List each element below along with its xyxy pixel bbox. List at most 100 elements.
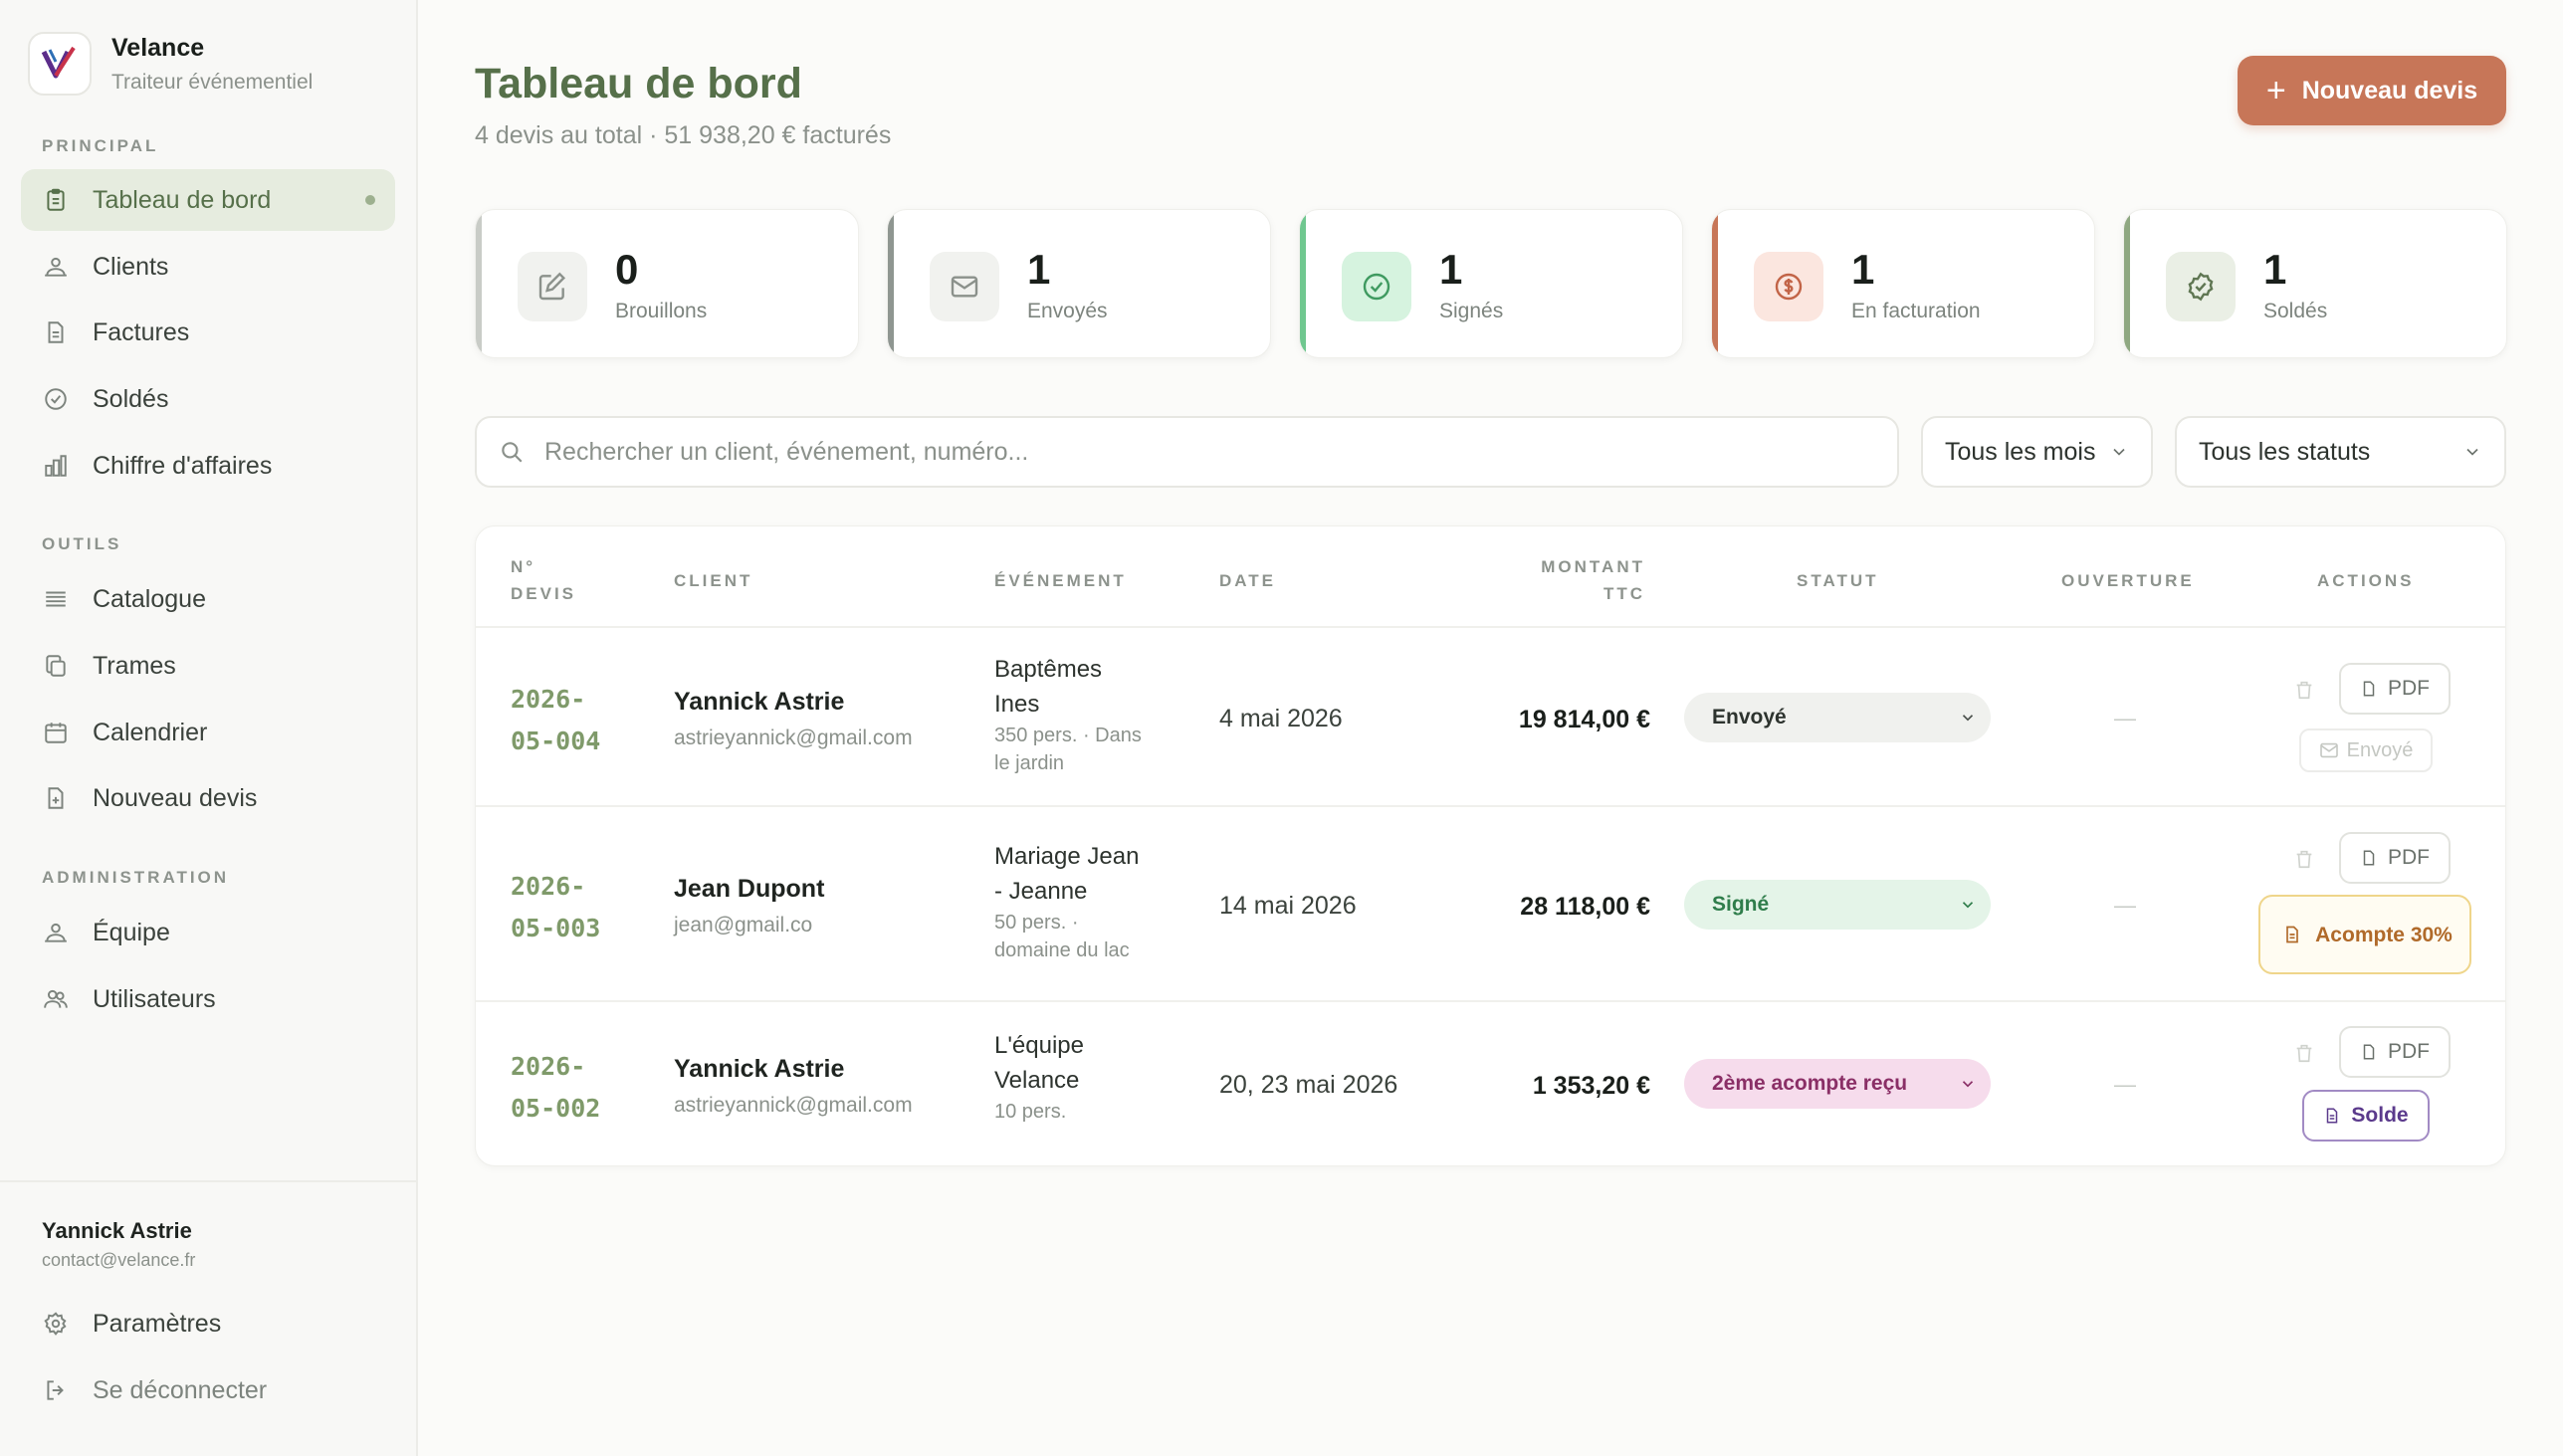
- quote-number[interactable]: 2026-05-003: [511, 872, 601, 942]
- sidebar-item-calendar[interactable]: Calendrier: [21, 702, 395, 763]
- stat-value: 1: [1439, 246, 1463, 293]
- copy-icon: [46, 655, 66, 677]
- sent-label: Envoyé: [2346, 738, 2414, 761]
- client-email: astrieyannick@gmail.com: [674, 1094, 913, 1117]
- sidebar-item-catalog[interactable]: Catalogue: [21, 568, 395, 630]
- sidebar-item-logout[interactable]: Se déconnecter: [21, 1359, 395, 1421]
- status-select[interactable]: Tous les statuts: [2175, 416, 2506, 488]
- search-icon: [502, 442, 523, 463]
- stat-value: 1: [1027, 246, 1051, 293]
- month-select[interactable]: Tous les mois: [1921, 416, 2153, 488]
- brand[interactable]: Velance Traiteur événementiel: [28, 32, 313, 96]
- search-input[interactable]: [544, 437, 1838, 467]
- stat-label: Envoyés: [1027, 300, 1108, 322]
- amount: 1 353,20 €: [1532, 1072, 1650, 1100]
- file-icon: [2363, 1044, 2375, 1060]
- stat-value: 1: [1851, 246, 1875, 293]
- quote-number[interactable]: 2026-05-004: [511, 685, 601, 755]
- stat-card-sent[interactable]: 1 Envoyés: [887, 209, 1271, 358]
- check-badge-icon: [2166, 252, 2236, 321]
- trash-icon[interactable]: [2293, 847, 2315, 871]
- dollar-icon: [1754, 252, 1823, 321]
- sidebar-item-settled[interactable]: Soldés: [21, 368, 395, 430]
- status-select[interactable]: Signé: [1684, 880, 1991, 930]
- new-quote-button[interactable]: + Nouveau devis: [2238, 56, 2506, 125]
- status-select[interactable]: 2ème acompte reçu: [1684, 1059, 1991, 1109]
- client-name: Yannick Astrie: [674, 1055, 845, 1083]
- sidebar-item-templates[interactable]: Trames: [21, 635, 395, 697]
- event-details: 50 pers. · domaine du lac: [994, 912, 1130, 961]
- check-circle-icon: [45, 388, 67, 410]
- sidebar-item-team[interactable]: Équipe: [21, 902, 395, 963]
- status-label: 2ème acompte reçu: [1712, 1072, 1908, 1095]
- opening-value: —: [2114, 706, 2136, 730]
- file-icon: [2363, 850, 2375, 866]
- header-opening: OUVERTURE: [2061, 571, 2195, 590]
- pdf-label: PDF: [2388, 846, 2430, 869]
- section-administration: ADMINISTRATION: [42, 868, 230, 887]
- sidebar-item-invoices[interactable]: Factures: [21, 302, 395, 363]
- quote-number[interactable]: 2026-05-002: [511, 1052, 601, 1123]
- user-email: contact@velance.fr: [42, 1250, 196, 1270]
- header-event: ÉVÉNEMENT: [994, 571, 1127, 590]
- sidebar-item-label: Factures: [93, 317, 190, 346]
- pdf-label: PDF: [2388, 677, 2430, 700]
- stat-accent: [1300, 210, 1306, 357]
- opening-value: —: [2114, 1072, 2136, 1097]
- balance-button[interactable]: Solde: [2302, 1090, 2430, 1142]
- event-details: 10 pers.: [994, 1101, 1067, 1123]
- stat-value: 1: [2263, 246, 2287, 293]
- stat-card-billing[interactable]: 1 En facturation: [1711, 209, 2095, 358]
- pdf-button[interactable]: PDF: [2339, 663, 2451, 715]
- brand-tagline: Traiteur événementiel: [111, 70, 314, 94]
- sidebar-item-label: Utilisateurs: [93, 984, 216, 1013]
- pdf-label: PDF: [2388, 1040, 2430, 1063]
- row-divider: [476, 1000, 2505, 1002]
- stat-accent: [1712, 210, 1718, 357]
- sidebar-item-users[interactable]: Utilisateurs: [21, 968, 395, 1030]
- sidebar-item-label: Calendrier: [93, 718, 208, 746]
- stat-card-drafts[interactable]: 0 Brouillons: [475, 209, 859, 358]
- header-status: STATUT: [1797, 571, 1879, 590]
- sidebar-item-new-quote[interactable]: Nouveau devis: [21, 767, 395, 829]
- sidebar-item-dashboard[interactable]: Tableau de bord: [21, 169, 395, 231]
- row-divider: [476, 805, 2505, 807]
- active-dot: [365, 195, 375, 205]
- brand-logo: [28, 32, 92, 96]
- sidebar-item-label: Trames: [93, 651, 176, 680]
- edit-icon: [518, 252, 587, 321]
- sidebar-item-clients[interactable]: Clients: [21, 236, 395, 298]
- search-box[interactable]: [475, 416, 1899, 488]
- balance-label: Solde: [2351, 1104, 2409, 1127]
- trash-icon[interactable]: [2293, 678, 2315, 702]
- stat-card-signed[interactable]: 1 Signés: [1299, 209, 1683, 358]
- logout-icon: [47, 1380, 64, 1400]
- sent-button[interactable]: Envoyé: [2299, 728, 2433, 772]
- sidebar-item-revenue[interactable]: Chiffre d'affaires: [21, 435, 395, 497]
- stat-accent: [476, 210, 482, 357]
- header-client: CLIENT: [674, 571, 753, 590]
- sidebar-item-label: Nouveau devis: [93, 783, 258, 812]
- users-icon: [45, 257, 67, 277]
- file-text-icon: [2286, 926, 2298, 943]
- page-title: Tableau de bord: [475, 60, 802, 107]
- pdf-button[interactable]: PDF: [2339, 1026, 2451, 1078]
- status-select[interactable]: Envoyé: [1684, 693, 1991, 742]
- stat-label: En facturation: [1851, 300, 1981, 322]
- event-date: 14 mai 2026: [1219, 892, 1357, 920]
- stat-card-settled[interactable]: 1 Soldés: [2123, 209, 2507, 358]
- file-text-icon: [2327, 1108, 2338, 1124]
- quotes-table: N° DEVIS CLIENT ÉVÉNEMENT DATE MONTANT T…: [475, 525, 2506, 1166]
- sidebar-item-label: Équipe: [93, 918, 170, 946]
- stat-label: Brouillons: [615, 300, 708, 322]
- event-details: 350 pers. · Dans le jardin: [994, 725, 1142, 774]
- event-title: Mariage Jean - Jeanne: [994, 843, 1140, 905]
- sidebar-item-settings[interactable]: Paramètres: [21, 1293, 395, 1354]
- trash-icon[interactable]: [2293, 1041, 2315, 1065]
- event-title: Baptêmes Ines: [994, 656, 1103, 718]
- mail-icon: [2319, 742, 2338, 758]
- deposit-button[interactable]: Acompte 30%: [2258, 895, 2471, 974]
- sidebar-item-label: Soldés: [93, 384, 169, 413]
- pdf-button[interactable]: PDF: [2339, 832, 2451, 884]
- header-number: N° DEVIS: [511, 557, 577, 603]
